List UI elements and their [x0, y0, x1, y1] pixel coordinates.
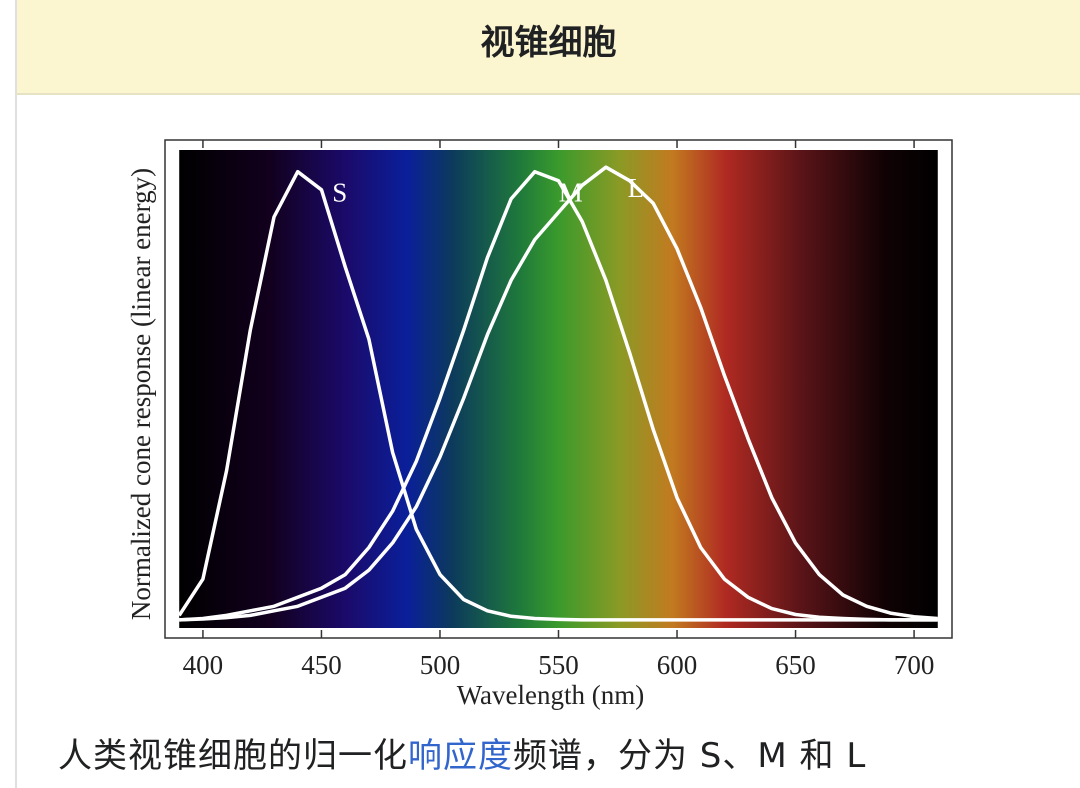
series-label: S: [332, 178, 347, 208]
x-tick-label: 700: [894, 650, 935, 680]
series-label: M: [559, 178, 583, 208]
spectrum: [179, 150, 938, 628]
x-tick-label: 500: [420, 650, 461, 680]
infobox-title: 视锥细胞: [15, 0, 1080, 95]
y-axis-label: Normalized cone response (linear energy): [126, 168, 156, 620]
x-tick-label: 600: [657, 650, 698, 680]
caption-link[interactable]: 响应度: [408, 736, 513, 776]
series-line: [179, 165, 938, 622]
caption-text: 频谱，分为 S、M 和 L: [513, 736, 867, 776]
series-line: [177, 169, 938, 622]
series-label: L: [628, 173, 645, 203]
caption-text: 人类视锥细胞的归一化: [58, 736, 408, 776]
caption: 人类视锥细胞的归一化响应度频谱，分为 S、M 和 L: [58, 728, 866, 777]
x-tick-label: 400: [183, 650, 224, 680]
x-tick-label: 450: [301, 650, 342, 680]
series-line: [179, 169, 938, 622]
x-tick-label: 550: [538, 650, 579, 680]
x-tick-label: 650: [775, 650, 816, 680]
border: [15, 95, 17, 788]
chart: 400 450 500 550 600 650 700 Wavelength (nm) Norm…: [126, 139, 953, 710]
x-axis-label: Wavelength (nm): [457, 680, 645, 710]
